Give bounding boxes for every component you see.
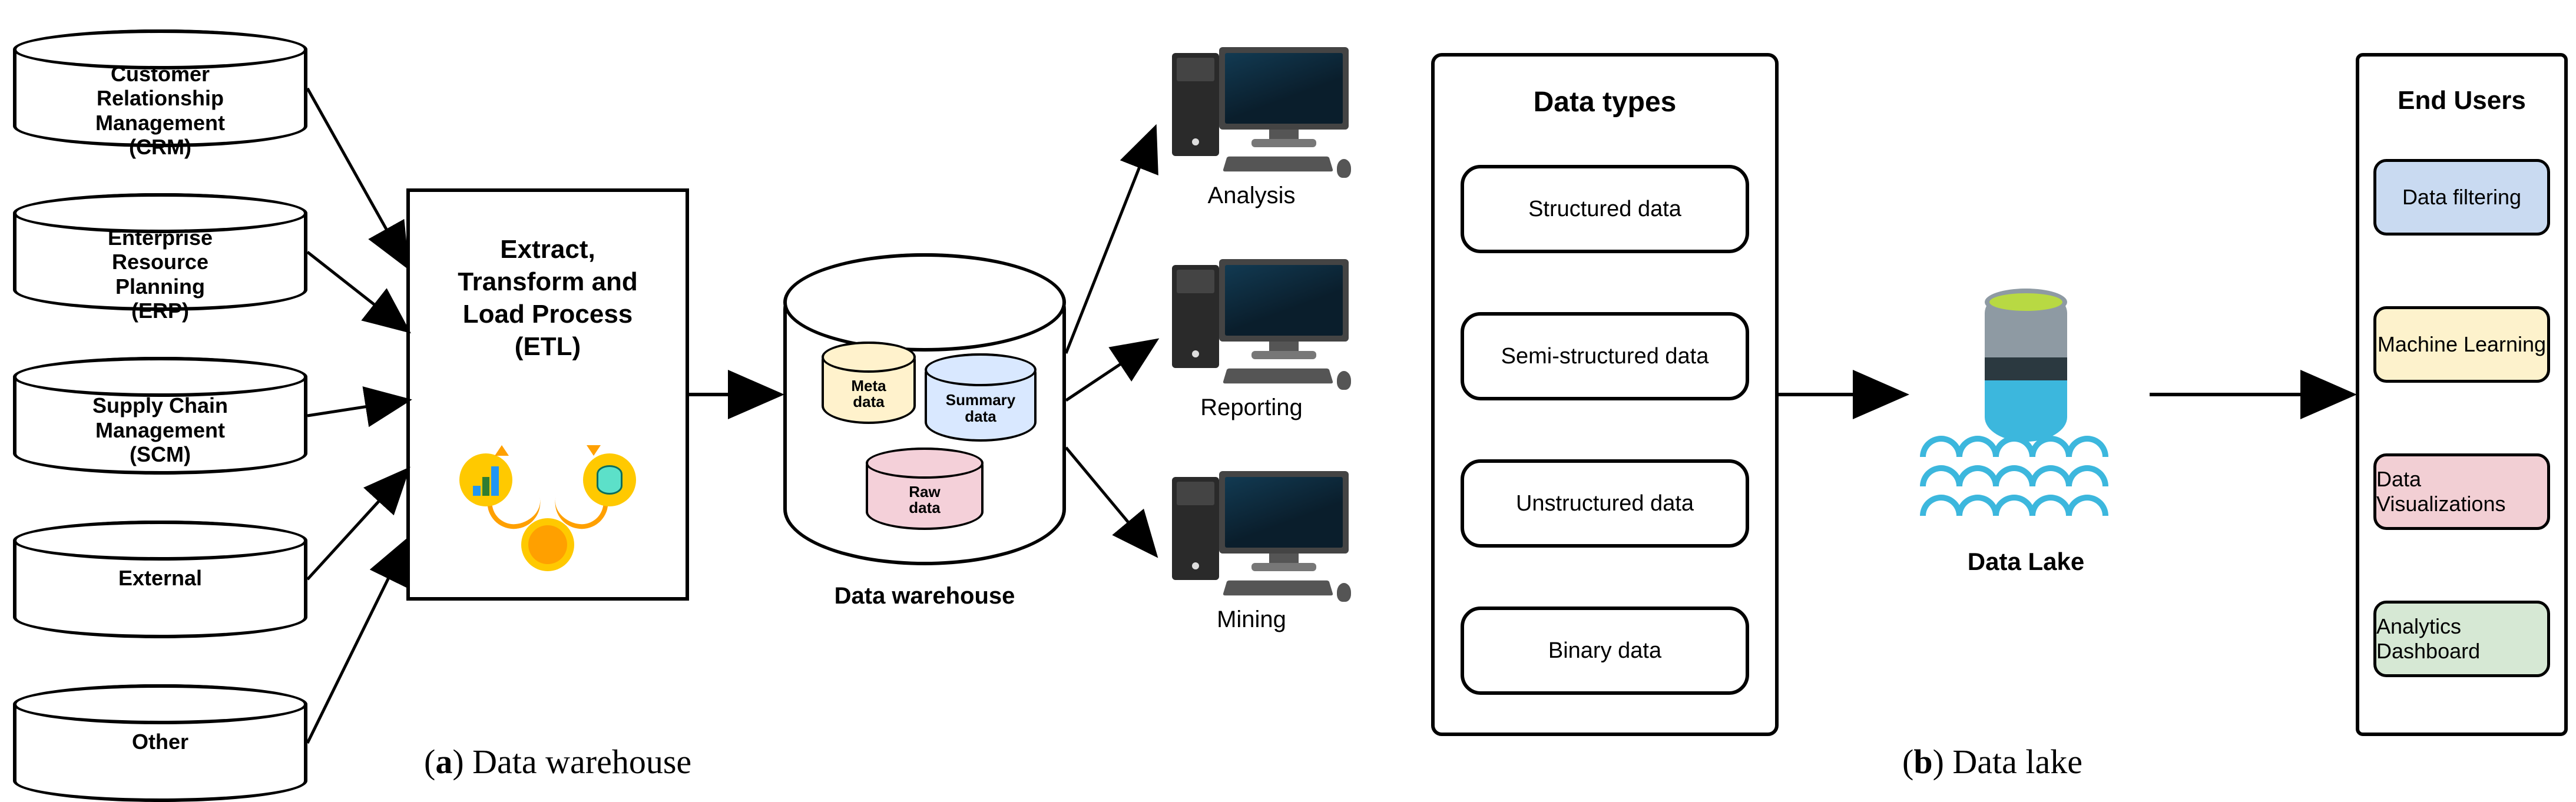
etl-title: Extract, Transform and Load Process (ETL… [410, 233, 686, 363]
source-crm: Customer Relationship Management (CRM) [13, 29, 307, 147]
source-erp-label: Enterprise Resource Planning (ERP) [16, 226, 304, 323]
warehouse-meta: Meta data [822, 342, 916, 424]
source-external: External [13, 521, 307, 638]
caption-a: (a) Data warehouse [424, 742, 691, 781]
source-scm: Supply Chain Management (SCM) [13, 357, 307, 475]
warehouse-meta-label: Meta data [824, 378, 913, 410]
source-scm-label: Supply Chain Management (SCM) [16, 393, 304, 466]
data-lake-label: Data Lake [1920, 548, 2132, 576]
etl-icon [459, 448, 636, 577]
enduser-dashboard: Analytics Dashboard [2373, 601, 2550, 677]
data-lake-icon [1920, 289, 2132, 536]
enduser-viz: Data Visualizations [2373, 453, 2550, 530]
source-external-label: External [16, 566, 304, 590]
caption-b: (b) Data lake [1902, 742, 2082, 781]
end-users-title: End Users [2359, 86, 2564, 115]
source-other-label: Other [16, 730, 304, 754]
output-analysis-label: Analysis [1154, 183, 1349, 209]
data-type-semistructured: Semi-structured data [1461, 312, 1749, 400]
data-type-binary: Binary data [1461, 607, 1749, 695]
data-type-structured: Structured data [1461, 165, 1749, 253]
output-mining-label: Mining [1154, 607, 1349, 633]
source-crm-label: Customer Relationship Management (CRM) [16, 62, 304, 160]
warehouse-summary: Summary data [925, 353, 1037, 442]
enduser-filtering: Data filtering [2373, 159, 2550, 236]
data-types-title: Data types [1435, 86, 1775, 118]
warehouse-raw: Raw data [866, 448, 984, 530]
source-erp: Enterprise Resource Planning (ERP) [13, 193, 307, 311]
enduser-ml: Machine Learning [2373, 306, 2550, 383]
output-reporting-label: Reporting [1154, 395, 1349, 421]
warehouse-label: Data warehouse [783, 583, 1066, 609]
source-other: Other [13, 684, 307, 802]
data-type-unstructured: Unstructured data [1461, 459, 1749, 548]
warehouse-summary-label: Summary data [927, 392, 1034, 425]
warehouse-raw-label: Raw data [868, 484, 981, 516]
